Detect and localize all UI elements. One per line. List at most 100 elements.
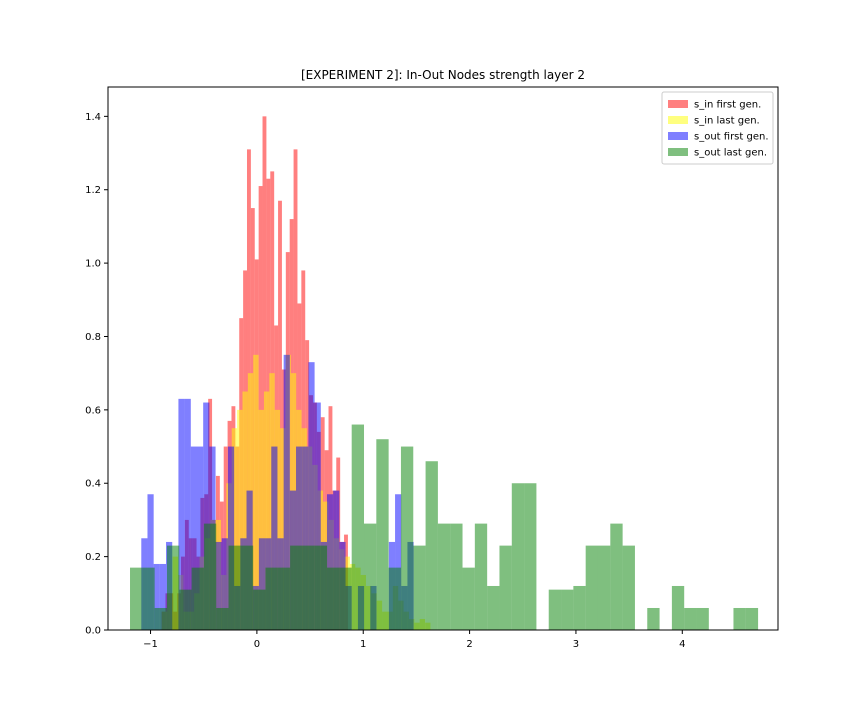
histogram-bar (425, 461, 438, 630)
histogram-bar (262, 116, 267, 631)
histogram-bar (671, 585, 685, 630)
histogram-bar (216, 607, 229, 630)
histogram-bar (191, 567, 204, 630)
histogram-bar (585, 545, 598, 630)
histogram-bar (265, 567, 278, 630)
histogram-bar (302, 545, 315, 630)
histogram-bar (296, 446, 303, 630)
histogram-bar (745, 607, 759, 630)
histogram-bar (302, 446, 309, 630)
histogram-bar (511, 483, 525, 630)
histogram-bar (548, 589, 562, 630)
histogram-bar (196, 446, 204, 630)
x-tick-label: 3 (573, 639, 579, 650)
y-tick-label: 1.2 (85, 185, 101, 196)
histogram-bar (203, 523, 217, 630)
histogram-bar (388, 567, 401, 630)
x-tick-label: 4 (679, 639, 685, 650)
histogram-bar (277, 567, 291, 630)
histogram-bar (231, 428, 238, 630)
legend-swatch (668, 148, 688, 156)
axes-layer: −1 0 1 2 3 4 0.0 0.2 0.4 0.6 0.8 1.0 1.2 1.4 (85, 86, 779, 650)
histogram-bar (190, 446, 197, 630)
histogram-bar (450, 523, 463, 630)
histogram-bar (153, 563, 160, 630)
histogram-bar (179, 589, 192, 630)
histogram-bar (184, 398, 191, 630)
histogram-bar (561, 589, 574, 630)
chart-title: [EXPERIMENT 2]: In-Out Nodes strength la… (301, 68, 585, 82)
x-tick-label: 0 (254, 639, 260, 650)
legend-label: s_in last gen. (694, 116, 760, 127)
histogram-bar (253, 589, 266, 630)
histogram-bar (333, 490, 340, 630)
histogram-bar (166, 545, 180, 630)
histogram-bar (159, 563, 167, 630)
histogram-bar (290, 545, 303, 630)
histogram-bar (178, 398, 185, 630)
histogram-bar (240, 545, 254, 630)
histogram-bar (622, 545, 635, 630)
y-tick-label: 0.6 (85, 405, 101, 416)
histogram-bar (280, 428, 286, 630)
histogram-bar (326, 494, 334, 630)
histogram-bar (395, 494, 402, 630)
y-tick-label: 0.0 (85, 626, 101, 637)
histogram-bar (253, 354, 259, 630)
histogram-bar (314, 402, 321, 630)
histogram-bar (314, 545, 328, 630)
histogram-bar (413, 545, 426, 630)
y-tick-label: 0.8 (85, 332, 101, 343)
histogram-bar (154, 607, 167, 630)
histogram-bar (283, 354, 290, 630)
histogram-bar (597, 545, 611, 630)
legend-swatch (668, 132, 688, 140)
histogram-bar (258, 409, 264, 630)
histogram-bar (271, 446, 278, 630)
histogram-bar (203, 402, 210, 630)
axes-frame (107, 86, 779, 631)
histogram-bar (308, 362, 315, 630)
histogram-bar (733, 607, 746, 630)
y-tick-label: 1.0 (85, 259, 101, 270)
y-tick-label: 0.2 (85, 552, 101, 563)
y-tick-label: 1.4 (85, 112, 101, 123)
legend-swatch (668, 100, 688, 108)
x-tick-label: 1 (360, 639, 366, 650)
histogram-bar (147, 494, 154, 630)
legend-frame (661, 91, 774, 165)
histogram-bar (327, 567, 340, 630)
histogram-bar (227, 446, 235, 630)
x-tick-label: 2 (466, 639, 472, 650)
histogram-bar (263, 391, 270, 630)
histogram-bar (610, 523, 623, 630)
legend: s_in first gen. s_in last gen. s_out first… (661, 91, 774, 165)
histogram-bar (499, 545, 512, 630)
y-tick-label: 0.4 (85, 479, 101, 490)
histogram-bar (400, 446, 414, 630)
histogram-bar (130, 567, 143, 630)
histogram-bar (242, 391, 248, 630)
histogram-bar (258, 186, 263, 631)
histogram-bar (437, 523, 451, 630)
histogram-bar (258, 538, 266, 630)
histogram-bar (524, 483, 537, 630)
histogram-bar (376, 439, 389, 630)
legend-label: s_in first gen. (694, 100, 761, 111)
bars-layer (130, 116, 759, 631)
histogram-bar (487, 585, 500, 630)
histogram-bar (474, 523, 488, 630)
histogram-bar (573, 585, 586, 630)
histogram-bar (237, 409, 243, 630)
histogram-bar (462, 567, 475, 630)
histogram-bar (647, 607, 660, 630)
legend-label: s_out first gen. (694, 132, 769, 143)
histogram-bar (221, 538, 228, 630)
histogram-bar (142, 567, 155, 630)
x-tick-label: −1 (143, 639, 158, 650)
histogram-bar (351, 424, 365, 630)
histogram-bar (696, 607, 709, 630)
histogram-bar (215, 541, 222, 630)
histogram-bar (364, 523, 377, 630)
